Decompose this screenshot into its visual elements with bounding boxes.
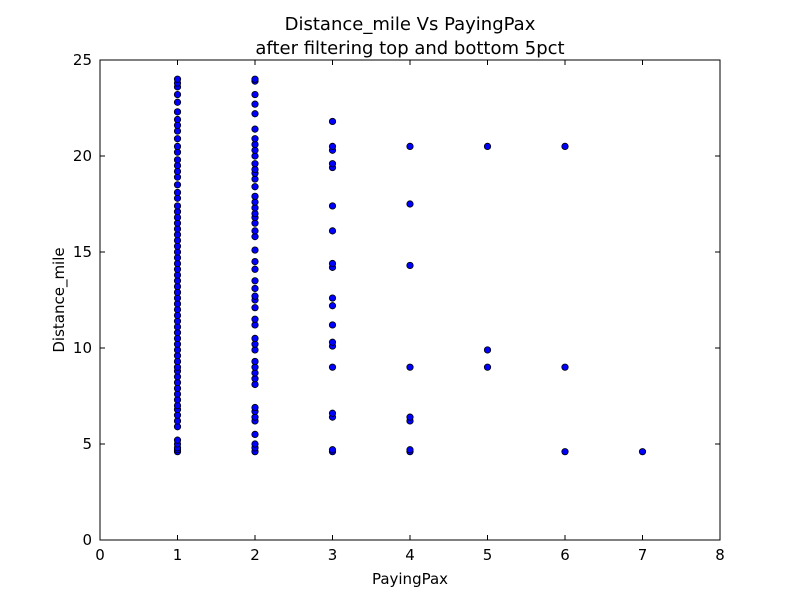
scatter-point [406, 446, 414, 454]
scatter-point [173, 115, 182, 124]
x-tick-label: 4 [405, 546, 415, 564]
y-axis-label: Distance_mile [50, 247, 69, 352]
x-tick-label: 6 [560, 546, 570, 564]
scatter-point [483, 142, 492, 150]
scatter-point [251, 75, 259, 83]
scatter-point [328, 446, 337, 454]
x-tick-label: 1 [173, 546, 183, 564]
scatter-point [251, 440, 259, 448]
scatter-point [251, 160, 259, 168]
scatter-point [251, 304, 259, 312]
chart-subtitle: after filtering top and bottom 5pct [255, 38, 564, 59]
y-tick-label: 25 [73, 51, 92, 69]
scatter-point [251, 227, 259, 235]
scatter-point [251, 90, 259, 99]
scatter-point [638, 448, 647, 456]
scatter-point [173, 108, 182, 116]
scatter-point [406, 413, 414, 421]
scatter-point [251, 430, 259, 438]
scatter-point [328, 294, 337, 302]
scatter-point [328, 302, 337, 310]
scatter-point [328, 409, 337, 417]
scatter-point [173, 75, 182, 83]
scatter-point [406, 261, 414, 270]
x-tick-label: 3 [328, 546, 338, 564]
scatter-point [251, 257, 259, 266]
y-tick-label: 0 [82, 531, 92, 549]
x-axis-label: PayingPax [372, 570, 448, 588]
scatter-point [483, 346, 492, 354]
scatter-point [173, 135, 182, 143]
scatter-point [251, 183, 259, 191]
points-layer [173, 75, 647, 456]
scatter-point [328, 259, 337, 268]
scatter-point [251, 315, 259, 323]
scatter-point [251, 100, 259, 108]
scatter-point [251, 192, 259, 200]
y-tick-label: 20 [73, 147, 92, 165]
x-tick-label: 7 [638, 546, 648, 564]
x-tick-label: 0 [95, 546, 105, 564]
scatter-point [561, 142, 569, 150]
scatter-point [173, 156, 182, 164]
scatter-point [251, 125, 259, 133]
scatter-point [251, 110, 259, 118]
scatter-point [173, 436, 182, 444]
scatter-point [561, 363, 569, 371]
scatter-point [406, 200, 414, 208]
scatter-point [173, 202, 182, 210]
scatter-point [406, 142, 414, 150]
scatter-point [251, 135, 259, 143]
scatter-point [251, 403, 259, 412]
scatter-point [406, 363, 414, 371]
scatter-point [328, 202, 337, 210]
y-tick-label: 10 [73, 339, 92, 357]
scatter-point [251, 357, 259, 366]
y-tick-label: 5 [82, 435, 92, 453]
scatter-point [561, 448, 569, 456]
scatter-point [483, 363, 492, 371]
scatter-point [328, 363, 337, 371]
y-tick-label: 15 [73, 243, 92, 261]
scatter-point [328, 321, 337, 329]
scatter-point [173, 142, 182, 150]
chart-title: Distance_mile Vs PayingPax [285, 14, 536, 35]
scatter-point [173, 188, 182, 197]
scatter-point [251, 292, 259, 300]
scatter-point [328, 338, 337, 346]
scatter-point [251, 277, 259, 285]
ticks-layer: 0 1 2 3 4 5 6 7 8 0 5 10 15 20 25 [73, 51, 725, 564]
plot-area [100, 60, 720, 540]
x-tick-label: 2 [250, 546, 260, 564]
scatter-point [328, 142, 337, 150]
x-tick-label: 8 [715, 546, 725, 564]
scatter-point [251, 334, 259, 342]
scatter-point [173, 181, 182, 189]
x-tick-label: 5 [483, 546, 493, 564]
scatter-point [328, 117, 337, 126]
scatter-point [328, 227, 337, 235]
scatter-point [328, 160, 337, 168]
scatter-point [173, 90, 182, 99]
scatter-point [251, 284, 259, 293]
plot-frame [99, 59, 721, 541]
scatter-point [251, 265, 259, 273]
scatter-point [251, 246, 259, 254]
scatter-point [173, 98, 182, 106]
